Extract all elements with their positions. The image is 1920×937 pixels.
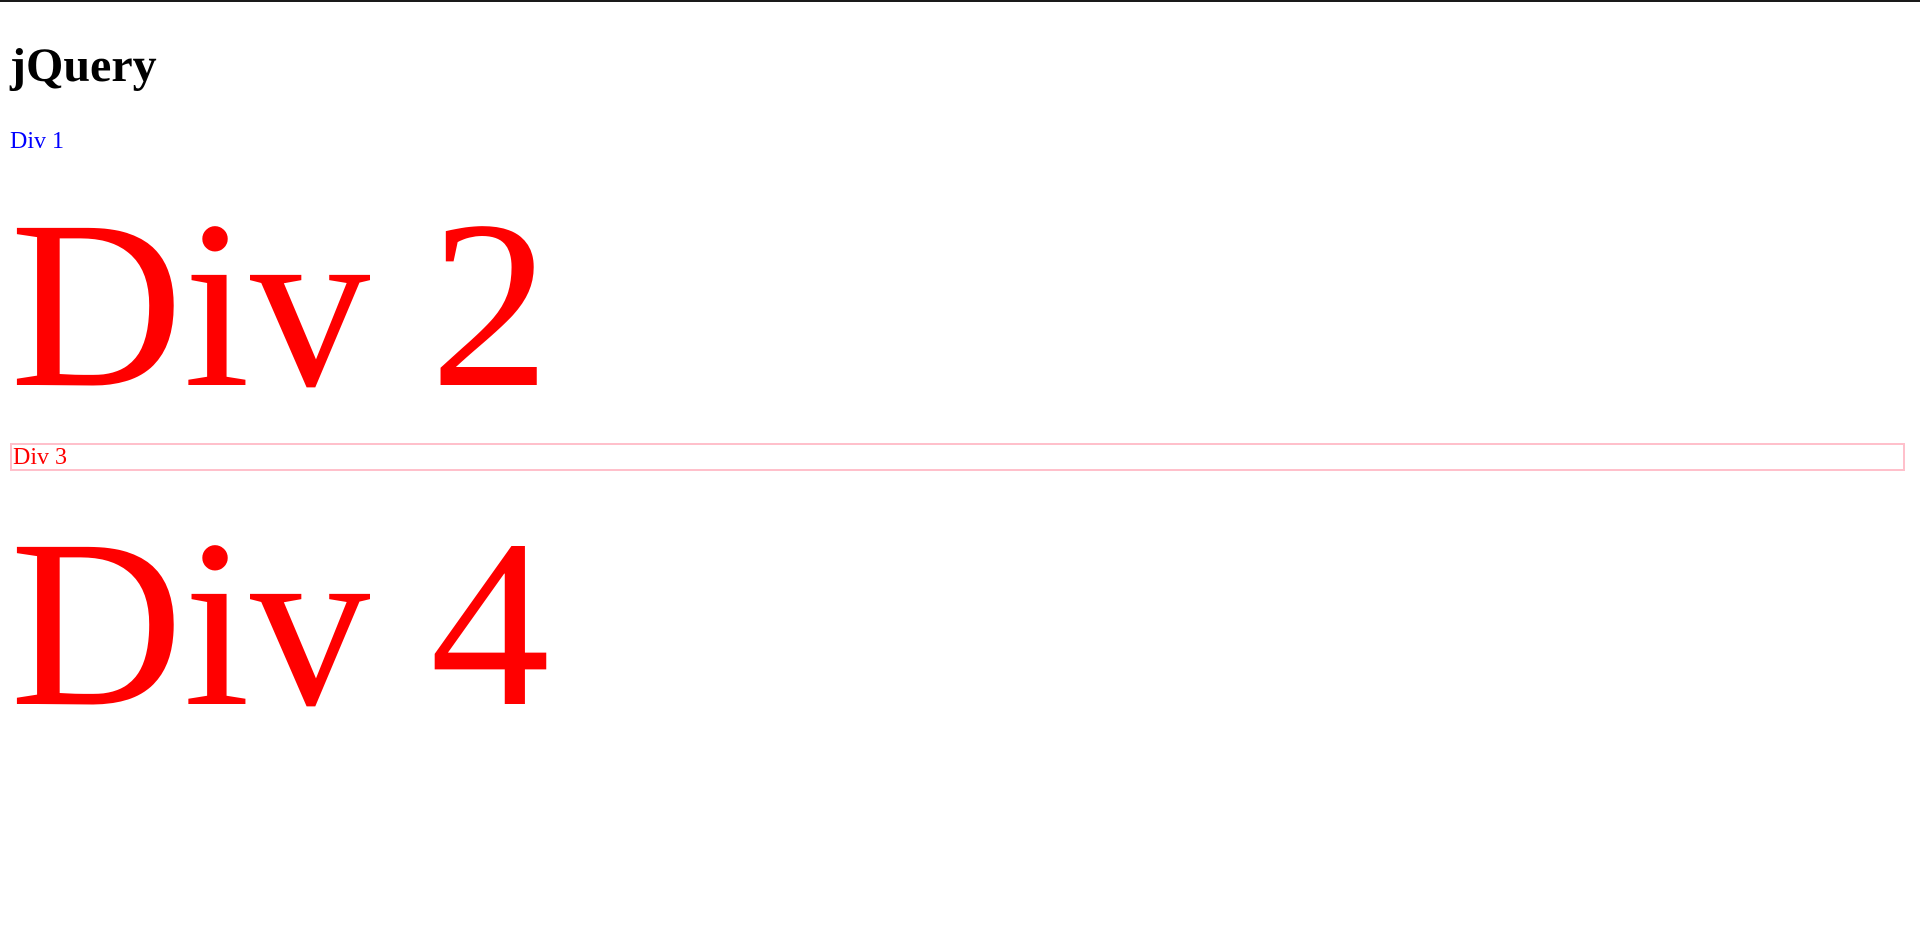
div-3: Div 3 bbox=[10, 443, 1905, 471]
div-2: Div 2 bbox=[10, 171, 550, 437]
page-title: jQuery bbox=[10, 39, 157, 92]
div-4: Div 4 bbox=[10, 490, 550, 756]
top-border bbox=[0, 0, 1920, 2]
div-1: Div 1 bbox=[10, 128, 64, 154]
